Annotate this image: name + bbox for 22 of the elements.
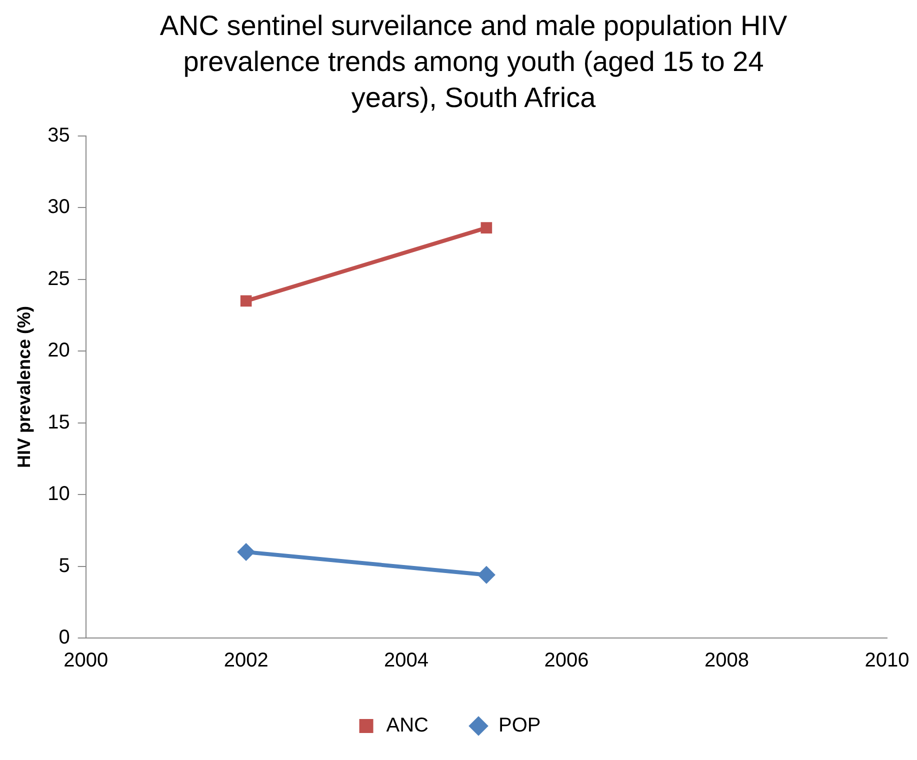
y-tick-label: 15 (48, 411, 70, 434)
y-tick-label: 25 (48, 268, 70, 290)
chart-title: ANC sentinel surveilance and male population HIV prevalence trends among youth (aged 15 to 24 years), South Africa (158, 9, 788, 115)
y-tick-label: 0 (58, 626, 70, 649)
point (480, 222, 492, 234)
y-tick-label: 10 (48, 483, 70, 506)
x-tick-label: 2000 (64, 650, 108, 672)
y-tick-label: 30 (48, 196, 70, 218)
x-tick-label: 2002 (224, 650, 268, 672)
legend-label: ANC (386, 714, 429, 737)
point (240, 295, 252, 307)
point (237, 542, 256, 561)
x-tick-label: 2004 (384, 650, 429, 672)
y-axis-title: HIV prevalence (%) (14, 306, 34, 468)
legend-label: POP (498, 714, 541, 737)
x-tick-label: 2008 (704, 650, 750, 672)
x-tick-label: 2010 (864, 650, 910, 672)
y-tick-label: 35 (48, 124, 70, 147)
x-tick-label: 2006 (544, 650, 589, 672)
point (477, 566, 496, 584)
y-tick-label: 20 (48, 340, 70, 362)
y-tick-label: 5 (58, 554, 70, 577)
